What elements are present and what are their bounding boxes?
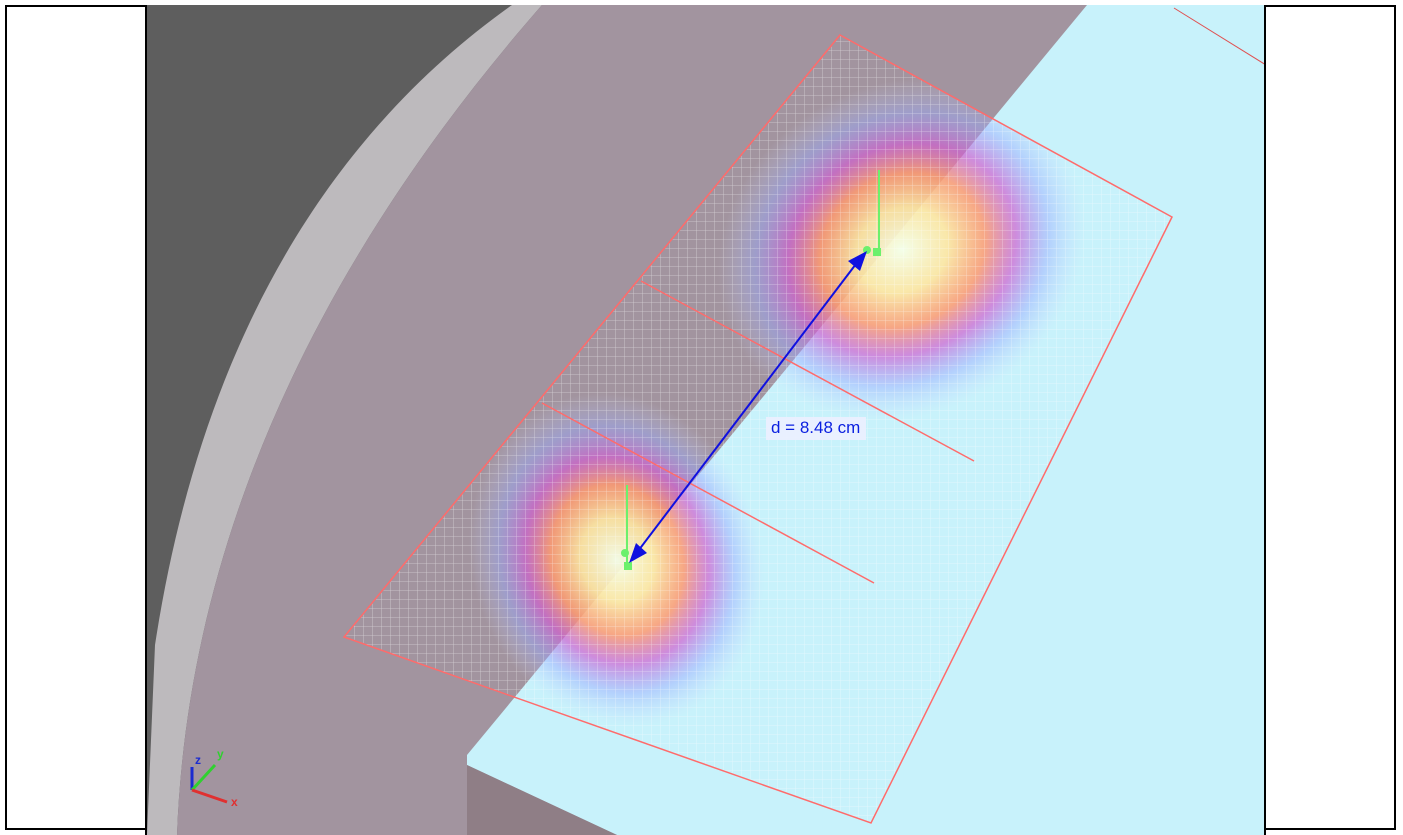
triad-z-label: z [195,753,201,767]
mesh-divider-3 [343,34,841,638]
marker-icon[interactable] [863,170,881,256]
mesh-divider-1 [640,280,975,462]
triad-y-label: y [217,747,224,761]
marker-icon[interactable] [621,485,632,570]
triad-x-label: x [231,795,238,809]
3d-viewport[interactable]: d = 8.48 cm z y x [145,5,1266,835]
coordinate-triad-icon [190,763,228,804]
arrow-icon[interactable] [629,251,867,563]
scene-canvas[interactable] [147,5,1266,835]
substrate-edge [467,765,617,835]
mesh-divider-2 [541,402,875,584]
cylinder-rim [147,5,542,835]
substrate-corner [1173,7,1264,65]
distance-measurement-label: d = 8.48 cm [766,417,867,440]
